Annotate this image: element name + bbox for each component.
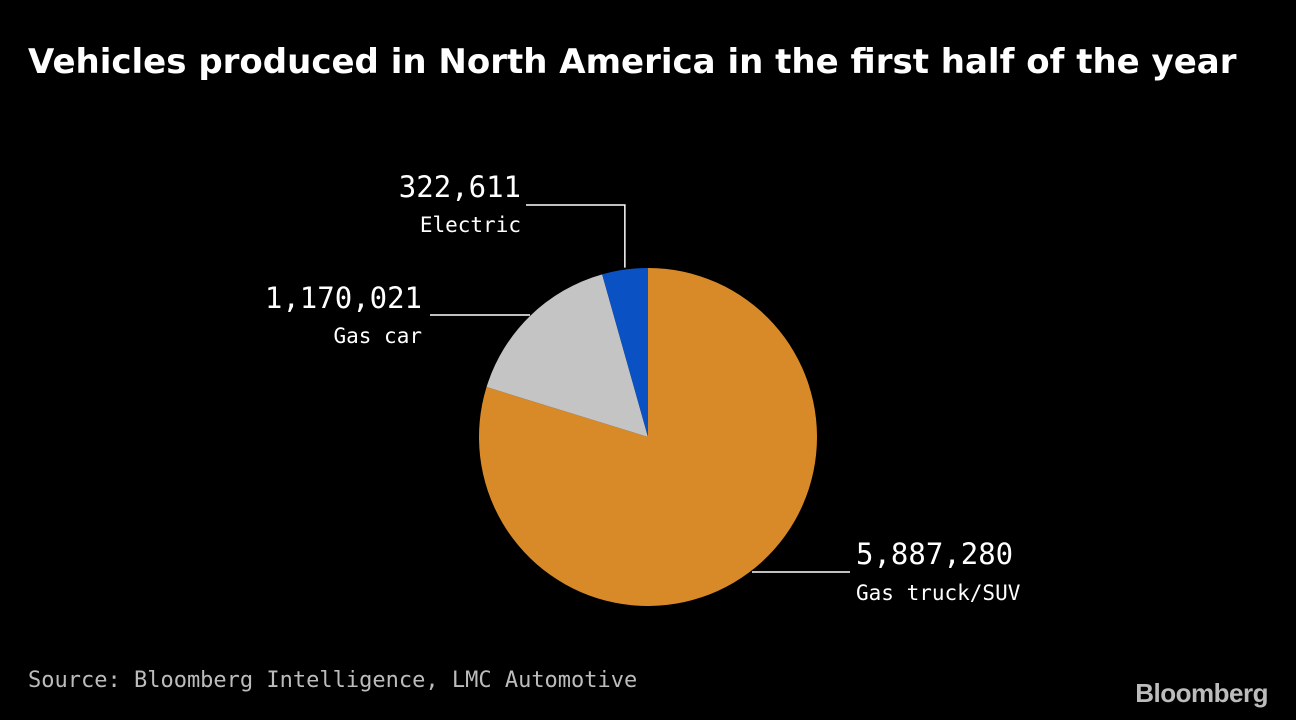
leader-lines [430, 204, 850, 573]
chart-title: Vehicles produced in North America in th… [28, 42, 1237, 82]
bloomberg-logo: Bloomberg [1135, 678, 1268, 708]
source-note: Source: Bloomberg Intelligence, LMC Auto… [28, 668, 638, 693]
pie-slice-electric [602, 268, 648, 437]
label-name-electric: Electric [420, 213, 521, 237]
slice-labels: 322,611 Electric 1,170,021 Gas car 5,887… [265, 170, 1021, 605]
pie-slice-gas-truck-suv [479, 268, 818, 607]
label-value-electric: 322,611 [399, 170, 521, 204]
label-name-gas-truck-suv: Gas truck/SUV [856, 581, 1021, 605]
label-value-gas-car: 1,170,021 [265, 281, 422, 315]
pie-slice-gas-car [486, 274, 648, 437]
label-value-gas-truck-suv: 5,887,280 [856, 537, 1013, 571]
leader-line-electric [526, 204, 626, 268]
pie-slices [479, 268, 818, 607]
label-name-gas-car: Gas car [333, 324, 422, 348]
